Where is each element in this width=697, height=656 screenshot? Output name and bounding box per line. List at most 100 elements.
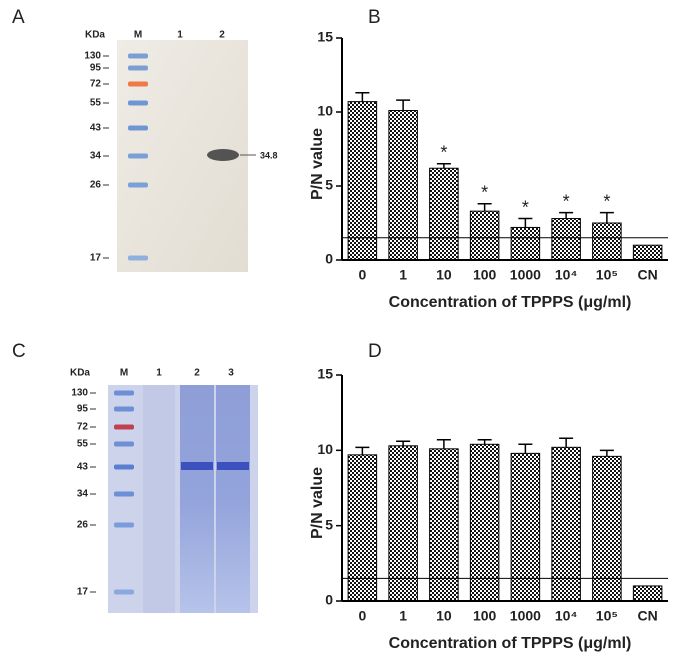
lane-label: 3 [228,368,234,379]
bar [632,244,663,261]
x-tick-label: 10⁵ [596,267,618,283]
error-bar [355,92,370,102]
marker-label: 72 [90,79,102,90]
marker-label: 43 [77,462,89,473]
bar [469,443,500,602]
error-bar [396,440,411,446]
y-tick-label: 0 [325,251,333,267]
protein-band [181,462,213,470]
marker-label: 34 [90,151,102,162]
x-tick-label: 10 [436,267,452,283]
marker-label: 26 [77,520,89,531]
ladder-band [128,255,148,261]
x-tick-label: CN [638,267,658,283]
ladder-band [114,390,134,396]
bar [632,585,663,602]
error-bar [355,446,370,455]
bar [347,101,378,261]
ladder-band [128,100,148,106]
error-bar [599,211,614,223]
lane-label: M [120,368,128,379]
marker-label: 130 [84,51,101,62]
error-bar [518,217,533,228]
gel-lane [180,385,214,613]
x-tick-label: 0 [358,608,366,624]
x-axis-title: Concentration of TPPPS (μg/ml) [389,635,632,652]
error-bar [396,99,411,111]
marker-label: 95 [90,63,102,74]
y-tick-label: 5 [325,516,333,532]
x-tick-label: 1 [399,267,407,283]
bar [347,454,378,602]
y-tick-label: 10 [317,103,333,119]
error-bar [559,211,574,219]
marker-label: 26 [90,180,102,191]
ladder-band [128,125,148,131]
panel-label: A [12,7,25,28]
significance-mark: * [603,191,610,211]
protein-band [207,149,239,161]
ladder-band [114,406,134,412]
marker-label: 43 [90,123,102,134]
bar [592,455,622,602]
marker-label: 34 [77,489,89,500]
bar [429,167,459,261]
gel-lane [216,385,250,613]
x-tick-label: 100 [473,608,497,624]
significance-mark: * [563,191,570,211]
protein-band [217,462,249,470]
error-bar [559,437,574,448]
bar [469,210,500,261]
error-bar [436,163,451,169]
unit-label: KDa [70,368,90,379]
lane-label: 2 [219,30,225,41]
x-tick-label: 10⁵ [596,608,618,624]
marker-label: 130 [71,388,88,399]
ladder-band [128,153,148,159]
x-tick-label: 1 [399,608,407,624]
lane-label: 1 [177,30,183,41]
ladder-band [114,491,134,497]
x-tick-label: 1000 [510,267,541,283]
marker-label: 17 [90,253,102,264]
y-tick-label: 15 [317,29,333,45]
significance-mark: * [481,183,488,203]
error-bar [477,439,492,445]
bar [429,448,459,602]
lane-label: 2 [194,368,200,379]
ladder-band [114,441,134,447]
ladder-band [128,182,148,188]
marker-label: 95 [77,404,89,415]
x-tick-label: 10 [436,608,452,624]
error-bar [599,449,614,457]
ladder-band [114,424,134,430]
panel-label: B [368,7,381,28]
marker-label: 55 [90,98,102,109]
marker-label: 72 [77,422,89,433]
y-axis-title: P/N value [309,128,326,200]
bar [510,226,541,261]
error-bar [436,439,451,449]
x-tick-label: 1000 [510,608,541,624]
x-tick-label: CN [638,608,658,624]
ladder-band [114,464,134,470]
y-tick-label: 5 [325,177,333,193]
x-tick-label: 10⁴ [555,267,578,283]
bar [388,445,418,602]
band-label: 34.8 [260,150,278,160]
error-bar [477,203,492,212]
bar [551,218,581,261]
y-tick-label: 0 [325,592,333,608]
lane-label: M [134,30,142,41]
ladder-band [128,81,148,87]
y-tick-label: 15 [317,366,333,382]
gel-lane [143,385,175,613]
panel-label: C [12,341,26,362]
bar [592,222,622,261]
panel-label: D [368,341,382,362]
error-bar [518,443,533,454]
x-tick-label: 0 [358,267,366,283]
marker-label: 17 [77,587,89,598]
lane-label: 1 [156,368,162,379]
